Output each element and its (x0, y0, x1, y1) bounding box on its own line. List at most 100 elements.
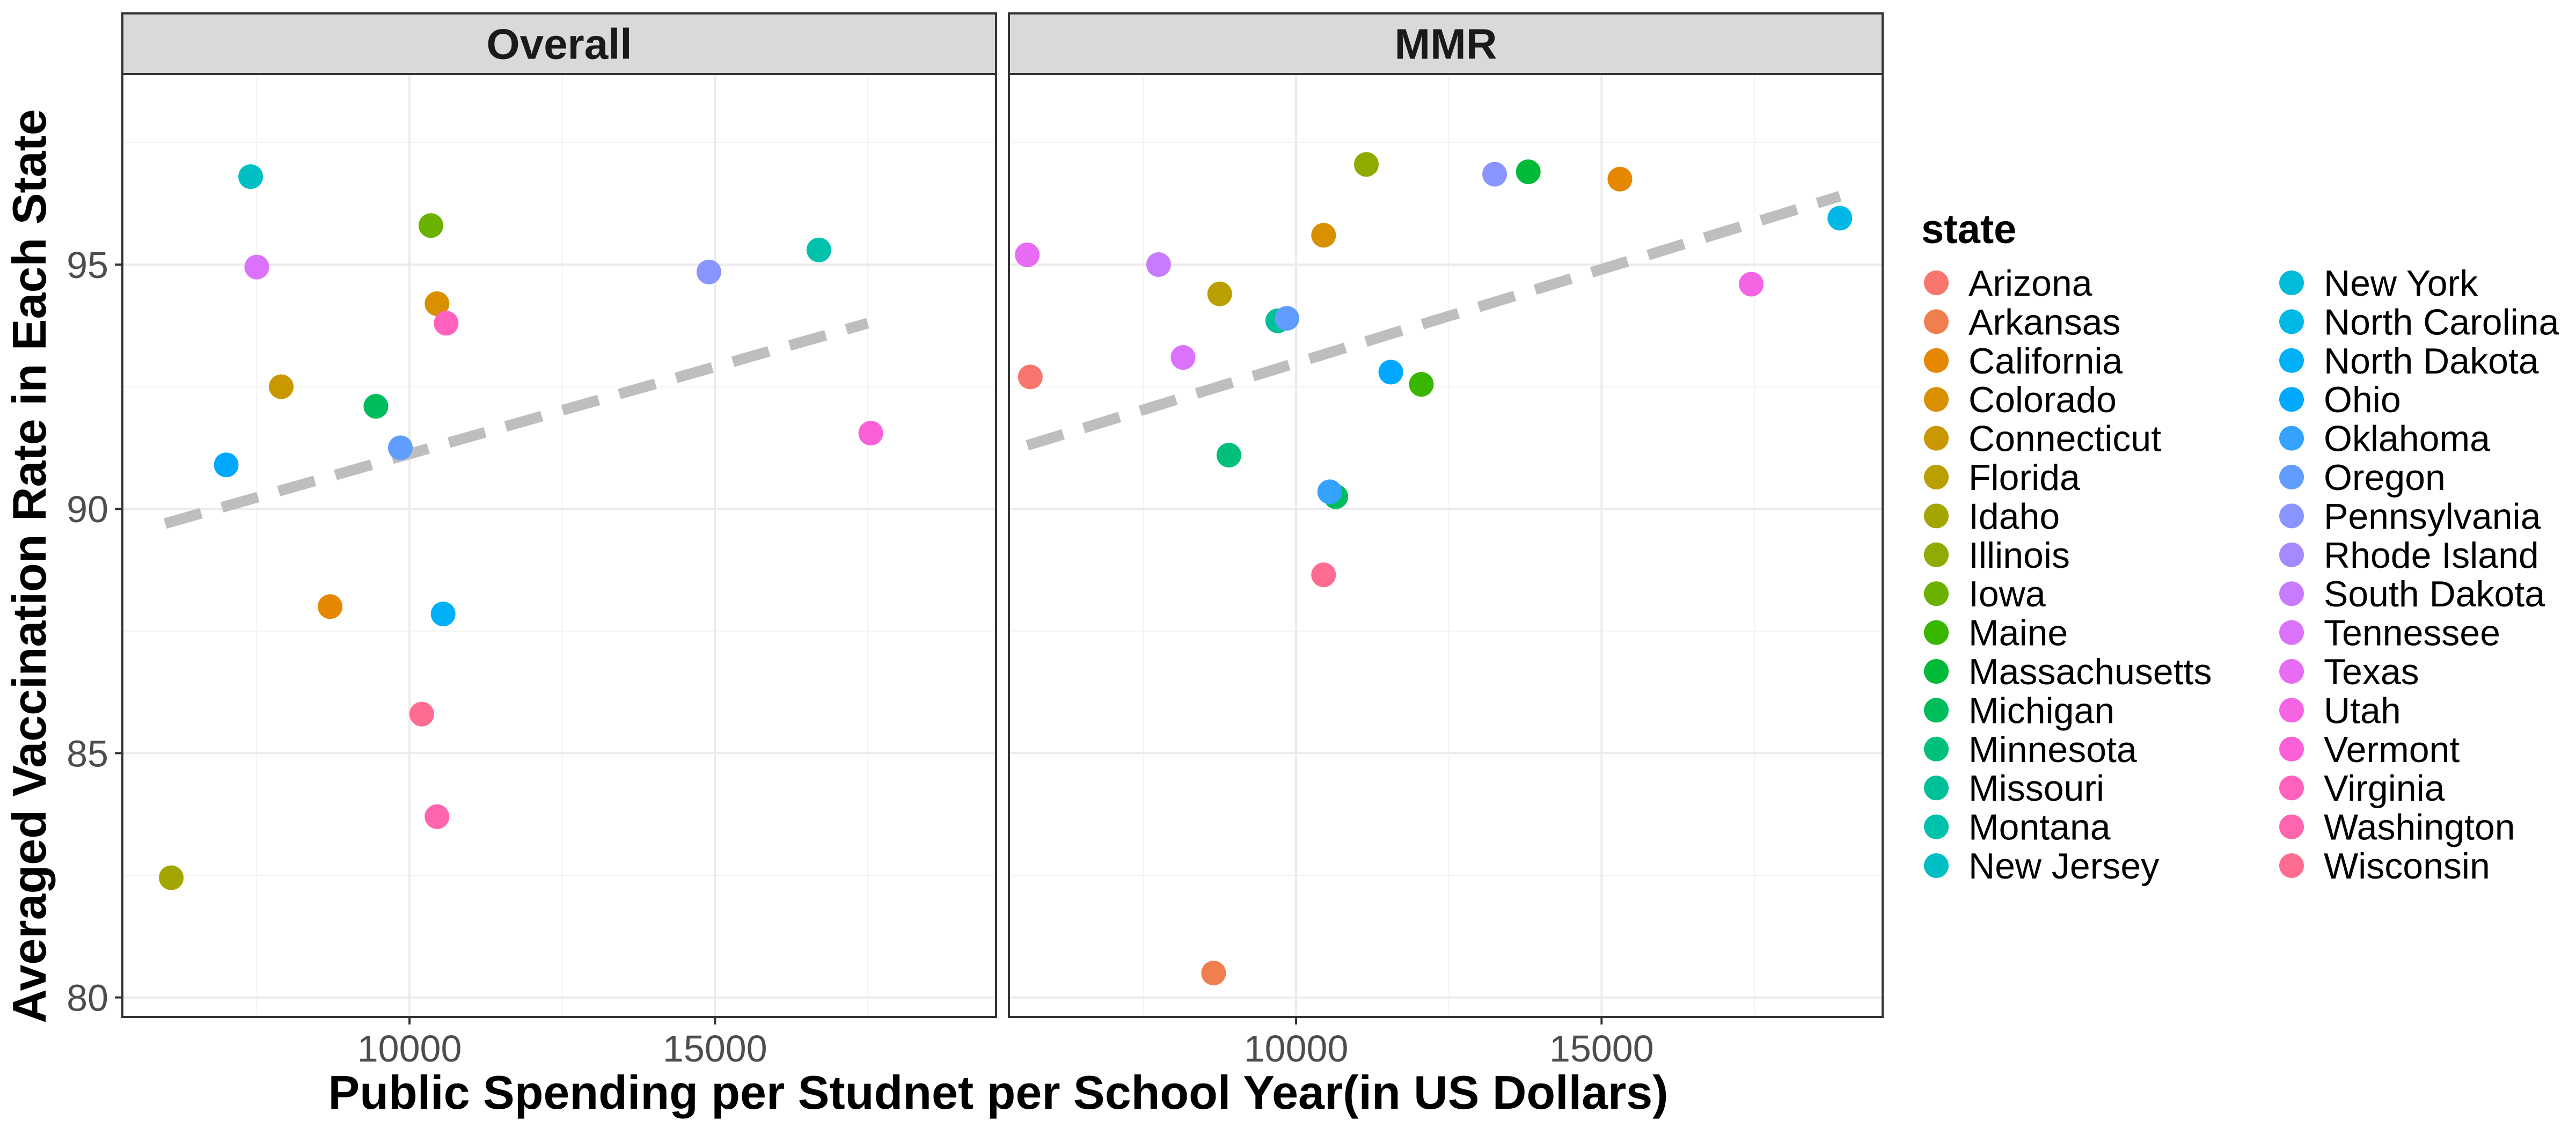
legend-key (1924, 659, 1949, 684)
legend-item: Virginia (2279, 768, 2445, 809)
panels: Overall MMR (121, 12, 1884, 1018)
point-arizona (1018, 364, 1043, 390)
point-ohio (1378, 360, 1403, 385)
legend-label: Arkansas (1968, 302, 2120, 342)
point-pennsylvania (1482, 162, 1507, 187)
y-axis-title: Averaged Vaccination Rate in Each State (3, 109, 56, 1023)
legend-label: North Dakota (2324, 341, 2539, 382)
legend-label: Missouri (1968, 768, 2104, 809)
point-north-dakota (430, 601, 456, 626)
legend-label: Ohio (2324, 379, 2401, 420)
point-massachusetts (1516, 159, 1541, 185)
legend-label: Michigan (1968, 690, 2114, 731)
trend-line (163, 318, 869, 529)
x-tick-label: 15000 (1549, 1028, 1654, 1070)
point-colorado (425, 291, 450, 316)
point-south-dakota (1146, 252, 1171, 277)
legend-label: Tennessee (2324, 613, 2500, 654)
legend-label: Colorado (1968, 379, 2117, 420)
point-virginia (434, 311, 459, 336)
legend-key (2279, 620, 2304, 645)
point-michigan (363, 394, 389, 419)
legend-label: Iowa (1968, 574, 2046, 614)
legend-label: Virginia (2324, 768, 2445, 809)
x-tick-label: 10000 (357, 1028, 462, 1070)
legend-item: California (1924, 341, 2123, 382)
legend-label: Oregon (2324, 457, 2446, 498)
legend-key (1924, 853, 1949, 878)
point-north-carolina (1827, 206, 1853, 231)
x-axis-ticks: 10000 15000 10000 15000 (357, 1017, 1654, 1070)
point-texas (1015, 242, 1040, 267)
legend-key (1924, 698, 1949, 723)
legend-key (2279, 542, 2304, 567)
legend-item: Ohio (2279, 379, 2401, 420)
legend-key (2279, 270, 2304, 295)
legend-key (2279, 309, 2304, 334)
legend-key (1924, 387, 1949, 412)
legend-item: Oregon (2279, 457, 2446, 498)
legend-key (1924, 348, 1949, 373)
panel-border (1008, 73, 1884, 1018)
legend-key (1924, 620, 1949, 645)
facet-strip-label: Overall (486, 20, 632, 68)
legend: state ArizonaArkansasCaliforniaColoradoC… (1921, 207, 2559, 887)
legend-label: California (1968, 341, 2123, 382)
legend-key (1924, 736, 1949, 762)
legend-item: Connecticut (1924, 419, 2161, 459)
legend-items: ArizonaArkansasCaliforniaColoradoConnect… (1924, 263, 2559, 887)
point-illinois (1354, 152, 1379, 177)
legend-item: Minnesota (1924, 729, 2137, 770)
facet-strip (121, 12, 997, 75)
point-wisconsin (409, 701, 434, 727)
legend-item: Illinois (1924, 535, 2070, 576)
legend-item: North Dakota (2279, 341, 2539, 382)
y-tick-label: 95 (67, 244, 108, 286)
legend-key (2279, 581, 2304, 606)
point-minnesota (1216, 443, 1241, 468)
legend-item: Tennessee (2279, 613, 2500, 654)
legend-item: Texas (2279, 652, 2419, 692)
legend-key (2279, 503, 2304, 529)
point-tennessee (1170, 345, 1196, 370)
legend-label: New York (2324, 263, 2478, 304)
legend-label: Florida (1968, 457, 2080, 498)
legend-item: Missouri (1924, 768, 2104, 809)
legend-key (2279, 736, 2304, 762)
legend-key (2279, 387, 2304, 412)
point-california (318, 594, 343, 619)
legend-key (1924, 581, 1949, 606)
legend-label: Pennsylvania (2324, 496, 2541, 537)
legend-label: Wisconsin (2324, 846, 2490, 887)
panel-overall: Overall (121, 12, 997, 1018)
legend-label: Idaho (1968, 496, 2060, 537)
point-washington (425, 804, 450, 829)
legend-key (1924, 426, 1949, 451)
legend-title: state (1921, 207, 2016, 252)
legend-label: Montana (1968, 807, 2111, 848)
legend-item: Iowa (1924, 574, 2046, 614)
legend-key (2279, 698, 2304, 723)
legend-item: Idaho (1924, 496, 2060, 537)
legend-key (2279, 465, 2304, 489)
legend-item: Colorado (1924, 379, 2117, 420)
legend-label: Washington (2324, 807, 2515, 848)
legend-label: Oklahoma (2324, 419, 2490, 459)
point-connecticut (269, 374, 294, 399)
legend-label: Connecticut (1968, 419, 2161, 459)
panel-background (122, 74, 996, 1017)
legend-item: Florida (1924, 457, 2080, 498)
point-maine (1409, 372, 1434, 397)
point-wisconsin (1311, 562, 1336, 588)
legend-key (2279, 853, 2304, 878)
legend-label: Texas (2324, 652, 2419, 692)
legend-label: Vermont (2324, 729, 2460, 770)
legend-label: North Carolina (2324, 302, 2559, 342)
legend-key (1924, 542, 1949, 567)
point-montana (806, 237, 831, 262)
legend-label: South Dakota (2324, 574, 2545, 614)
legend-label: Utah (2324, 690, 2401, 731)
legend-label: New Jersey (1968, 846, 2159, 887)
point-tennessee (244, 254, 269, 280)
